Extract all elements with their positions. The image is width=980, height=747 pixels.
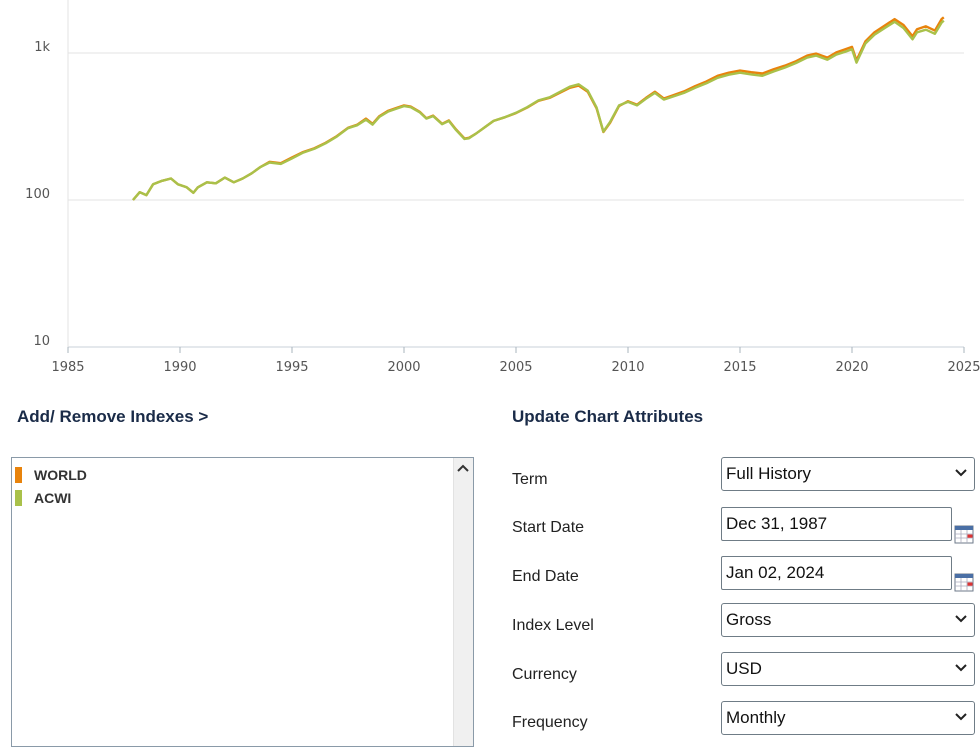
- index-level-select[interactable]: Gross: [721, 603, 975, 637]
- x-tick-label: 1985: [51, 360, 84, 375]
- list-item[interactable]: ACWI: [15, 489, 71, 507]
- chevron-down-icon: [955, 664, 967, 672]
- chevron-down-icon: [955, 713, 967, 721]
- currency-select[interactable]: USD: [721, 652, 975, 686]
- acwi-color-swatch: [15, 490, 22, 506]
- x-tick-label: 2005: [499, 360, 532, 375]
- frequency-value: Monthly: [726, 708, 786, 727]
- list-scrollbar[interactable]: [453, 458, 473, 746]
- term-value: Full History: [726, 464, 812, 483]
- end-date-label: End Date: [512, 568, 579, 585]
- x-tick-label: 1995: [275, 360, 308, 375]
- end-date-input[interactable]: Jan 02, 2024: [721, 556, 952, 590]
- chevron-up-icon: [457, 464, 469, 472]
- index-list[interactable]: WORLD ACWI: [11, 457, 474, 747]
- x-tick-label: 2010: [611, 360, 644, 375]
- calendar-icon[interactable]: [954, 572, 974, 592]
- x-tick-label: 2025: [947, 360, 980, 375]
- chart-axes: 10 100 1k 1985 1990 1995 2000 2005 2010 2015 2020 2…: [25, 0, 980, 375]
- index-level-label: Index Level: [512, 617, 594, 634]
- x-tick-label: 1990: [163, 360, 196, 375]
- chevron-down-icon: [955, 469, 967, 477]
- world-color-swatch: [15, 467, 22, 483]
- chart-attributes-title: Update Chart Attributes: [512, 407, 704, 426]
- add-remove-indexes-link[interactable]: Add/ Remove Indexes >: [17, 407, 209, 426]
- frequency-select[interactable]: Monthly: [721, 701, 975, 735]
- currency-value: USD: [726, 659, 762, 678]
- scroll-up-button[interactable]: [453, 458, 473, 478]
- term-label: Term: [512, 471, 548, 488]
- index-label-world: WORLD: [34, 467, 87, 483]
- start-date-input[interactable]: Dec 31, 1987: [721, 507, 952, 541]
- start-date-value: Dec 31, 1987: [726, 514, 828, 533]
- frequency-label: Frequency: [512, 714, 588, 731]
- y-tick-label: 100: [25, 187, 50, 202]
- y-tick-label: 1k: [34, 40, 50, 55]
- term-select[interactable]: Full History: [721, 457, 975, 491]
- calendar-icon[interactable]: [954, 524, 974, 544]
- y-tick-label: 10: [33, 334, 50, 349]
- currency-label: Currency: [512, 666, 577, 683]
- chevron-down-icon: [955, 615, 967, 623]
- list-item[interactable]: WORLD: [15, 466, 87, 484]
- start-date-label: Start Date: [512, 519, 585, 536]
- index-label-acwi: ACWI: [34, 490, 72, 506]
- x-tick-label: 2015: [723, 360, 756, 375]
- x-tick-label: 2020: [835, 360, 868, 375]
- chart-grid: [68, 52, 964, 201]
- chart-series: [132, 16, 945, 201]
- series-line-acwi: [132, 19, 945, 201]
- end-date-value: Jan 02, 2024: [726, 563, 825, 582]
- x-tick-label: 2000: [387, 360, 420, 375]
- performance-chart: 10 100 1k 1985 1990 1995 2000 2005 2010 2015 2020 2…: [25, 0, 980, 375]
- index-level-value: Gross: [726, 610, 772, 629]
